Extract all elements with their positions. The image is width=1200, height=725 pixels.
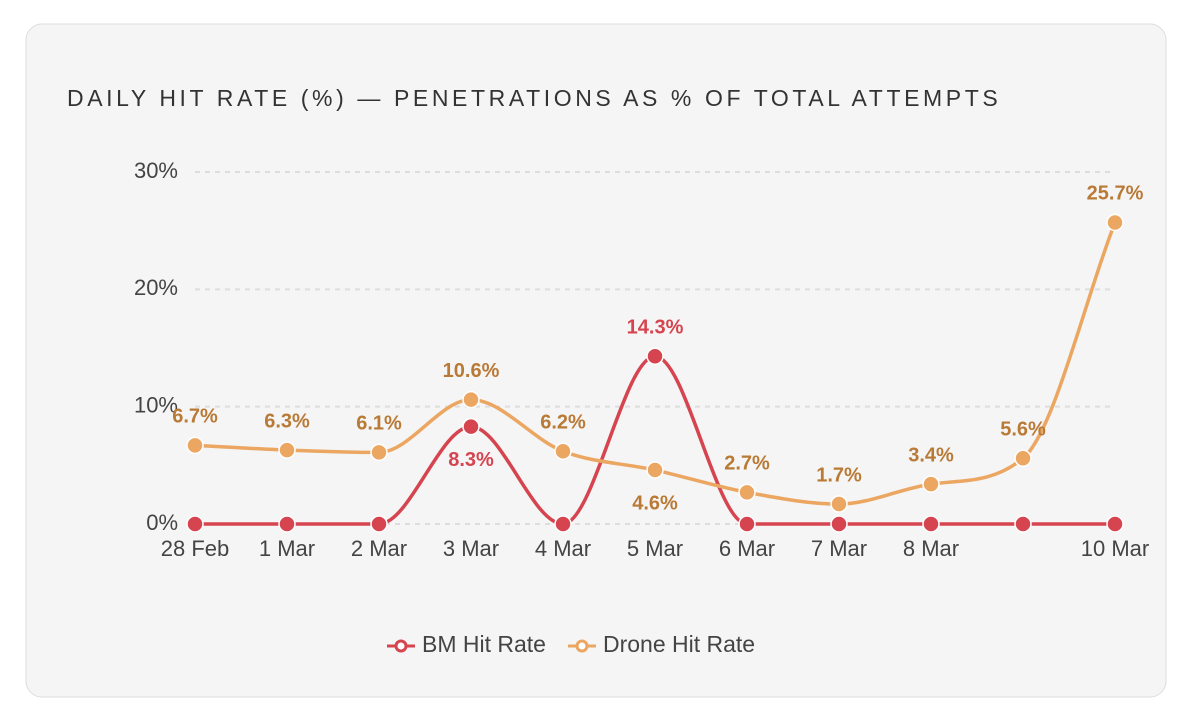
point (370, 515, 388, 533)
legend-marker (394, 639, 408, 653)
point (1106, 213, 1124, 232)
x-tick-label: 4 Mar (535, 536, 591, 561)
data-label: 6.1% (356, 413, 402, 435)
legend-marker (575, 639, 589, 653)
data-label: 14.3% (627, 316, 684, 338)
point (830, 515, 848, 533)
data-label: 5.6% (1000, 419, 1046, 441)
data-label: 6.7% (172, 406, 218, 428)
point (1014, 449, 1032, 468)
point (462, 417, 480, 436)
card (25, 23, 1167, 698)
data-label: 6.2% (540, 412, 586, 434)
chart-title: DAILY HIT RATE (%) — PENETRATIONS AS % O… (67, 85, 1001, 111)
series-line (194, 221, 1117, 506)
x-tick-label: 10 Mar (1081, 536, 1149, 561)
data-label: 6.3% (264, 410, 310, 432)
x-tick-label: 5 Mar (627, 536, 683, 561)
point (738, 483, 756, 502)
data-label: 4.6% (632, 492, 678, 514)
point (186, 436, 204, 455)
x-tick-label: 1 Mar (259, 536, 315, 561)
x-tick-label: 3 Mar (443, 536, 499, 561)
point (554, 515, 572, 533)
data-label: 8.3% (448, 449, 494, 471)
point (738, 515, 756, 533)
point (1106, 515, 1124, 533)
y-tick-label: 30% (134, 158, 178, 183)
point (922, 475, 940, 493)
x-tick-label: 7 Mar (811, 536, 867, 561)
point (922, 515, 940, 533)
point (646, 347, 664, 365)
x-tick-label: 2 Mar (351, 536, 407, 561)
point (554, 442, 572, 461)
point (370, 443, 388, 462)
y-tick-label: 20% (134, 275, 178, 300)
point (278, 515, 296, 533)
data-label: 10.6% (443, 360, 500, 382)
data-label: 25.7% (1087, 183, 1144, 205)
legend-label: BM Hit Rate (422, 631, 546, 657)
point (1014, 515, 1032, 533)
x-tick-label: 8 Mar (903, 536, 959, 561)
data-label: 1.7% (816, 464, 862, 486)
x-tick-label: 6 Mar (719, 536, 775, 561)
point (646, 461, 664, 479)
y-tick-label: 10% (134, 392, 178, 417)
point (186, 515, 204, 533)
point (278, 441, 296, 459)
y-tick-label: 0% (146, 510, 178, 535)
data-label: 2.7% (724, 453, 770, 475)
point (830, 495, 848, 513)
data-label: 3.4% (908, 444, 954, 466)
legend-label: Drone Hit Rate (603, 631, 755, 657)
x-tick-label: 28 Feb (161, 536, 230, 561)
point (462, 390, 480, 409)
